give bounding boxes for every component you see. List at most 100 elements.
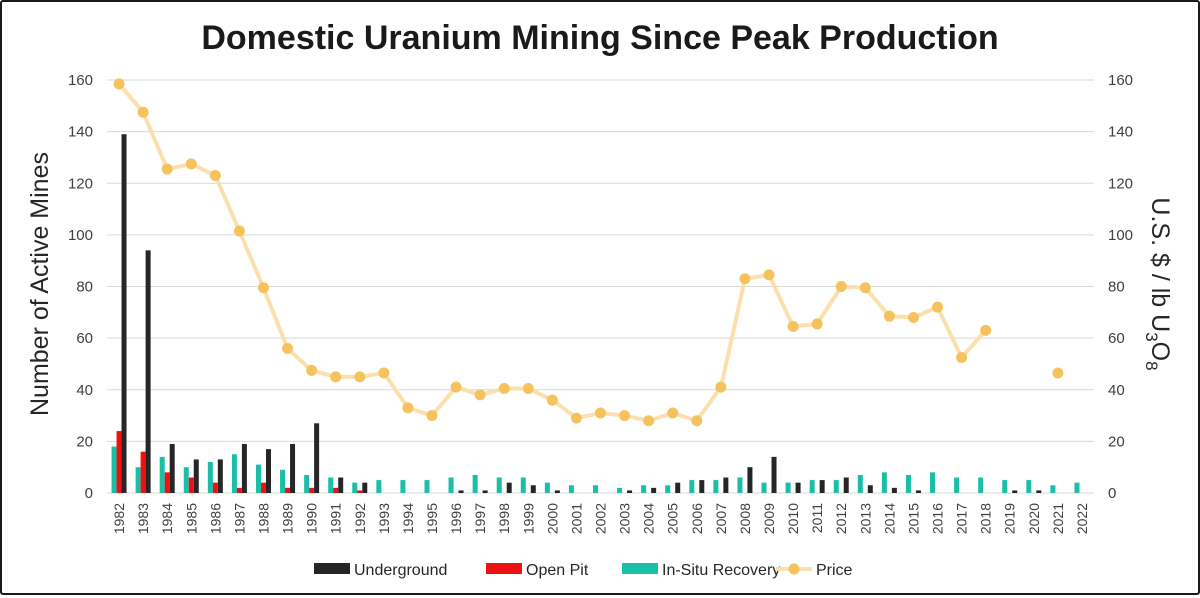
x-tick-label: 1989 [280, 503, 296, 534]
bar-open-pit-1986 [212, 482, 218, 493]
bar-underground-2019 [1012, 490, 1018, 493]
bar-underground-1999 [530, 485, 536, 493]
x-tick-label: 1983 [135, 503, 151, 534]
right-tick-label: 80 [1108, 279, 1125, 296]
x-tick-label: 2015 [905, 503, 921, 534]
x-tick-label: 1986 [207, 503, 223, 534]
right-tick-label: 20 [1108, 433, 1125, 450]
legend-label-underground: Underground [354, 562, 447, 579]
price-line [113, 78, 1064, 427]
x-tick-label: 2022 [1074, 503, 1090, 534]
bar-underground-1987 [241, 443, 247, 493]
x-tick-label: 2006 [689, 503, 705, 534]
x-tick-label: 1992 [352, 503, 368, 534]
bar-in-situ-recovery-2015 [905, 474, 911, 493]
bar-underground-2007 [723, 477, 729, 493]
x-tick-label: 1998 [496, 503, 512, 534]
right-tick-label: 40 [1108, 382, 1125, 399]
right-axis-title-o: O [1146, 342, 1174, 361]
bar-in-situ-recovery-2011 [809, 480, 815, 493]
bar-in-situ-recovery-2004 [641, 485, 647, 493]
left-tick-label: 140 [68, 124, 93, 141]
x-tick-label: 1993 [376, 503, 392, 534]
bar-underground-2009 [771, 456, 777, 493]
bar-underground-1992 [362, 482, 368, 493]
bar-in-situ-recovery-1996 [448, 477, 454, 493]
x-tick-label: 2012 [833, 503, 849, 534]
bar-underground-2006 [699, 480, 705, 493]
bar-in-situ-recovery-2021 [1050, 485, 1056, 493]
price-point-2013 [859, 282, 871, 294]
left-tick-label: 60 [76, 330, 93, 347]
bar-in-situ-recovery-2018 [978, 477, 984, 493]
price-point-1993 [378, 367, 390, 379]
legend-label-open-pit: Open Pit [526, 562, 589, 579]
price-point-1984 [161, 163, 173, 175]
x-tick-label: 2007 [713, 503, 729, 534]
price-line-segment [117, 82, 988, 423]
bar-underground-1997 [482, 490, 488, 493]
right-axis-ticks: 0 20 40 60 80 100 120 140 160 [1108, 72, 1133, 502]
x-tick-label: 2001 [568, 503, 584, 534]
price-point-2009 [763, 269, 775, 281]
right-tick-label: 120 [1108, 175, 1133, 192]
chart-title: Domestic Uranium Mining Since Peak Produ… [201, 19, 998, 57]
bar-in-situ-recovery-1984 [159, 456, 165, 493]
x-tick-label: 2002 [593, 503, 609, 534]
bar-underground-2020 [1036, 490, 1042, 493]
bar-in-situ-recovery-1993 [376, 480, 382, 493]
left-axis-title: Number of Active Mines [26, 152, 54, 416]
bar-in-situ-recovery-2013 [857, 474, 863, 493]
bar-open-pit-1987 [236, 487, 242, 493]
price-point-2004 [643, 415, 655, 427]
price-point-2012 [835, 281, 847, 292]
right-axis-title-sub-8: 8 [1142, 361, 1161, 370]
bar-in-situ-recovery-1998 [496, 477, 502, 493]
left-tick-label: 120 [68, 175, 93, 192]
bar-underground-1985 [193, 459, 199, 493]
price-point-2011 [811, 318, 823, 330]
price-point-1986 [209, 170, 221, 182]
bar-underground-1989 [290, 443, 296, 493]
bar-underground-1998 [506, 482, 512, 493]
x-tick-label: 1994 [400, 503, 416, 534]
price-point-2006 [691, 415, 703, 427]
bar-underground-2005 [675, 482, 681, 493]
x-tick-label: 1996 [448, 503, 464, 534]
bar-open-pit-1992 [357, 490, 363, 493]
bar-underground-1990 [314, 423, 320, 493]
bar-in-situ-recovery-2003 [617, 487, 623, 493]
bar-underground-2012 [843, 477, 849, 493]
bar-in-situ-recovery-1991 [328, 477, 334, 493]
left-tick-label: 0 [85, 485, 93, 502]
x-tick-label: 2014 [881, 503, 897, 534]
x-tick-label: 2018 [978, 503, 994, 534]
right-tick-label: 0 [1108, 485, 1116, 502]
bar-underground-2014 [891, 487, 897, 493]
bar-in-situ-recovery-2006 [689, 480, 695, 493]
bar-in-situ-recovery-1987 [231, 454, 237, 493]
bar-open-pit-1984 [164, 472, 170, 493]
bar-in-situ-recovery-2001 [568, 485, 574, 493]
bar-in-situ-recovery-1982 [111, 446, 117, 493]
bar-underground-1986 [217, 459, 223, 493]
bar-underground-1984 [169, 443, 175, 493]
price-point-1988 [257, 282, 269, 294]
legend-swatch-underground [314, 563, 350, 574]
bar-underground-2000 [554, 490, 560, 493]
bars [111, 134, 1080, 494]
left-tick-label: 80 [76, 279, 93, 296]
bar-open-pit-1985 [188, 477, 194, 493]
price-point-1996 [450, 381, 462, 393]
bar-underground-2004 [651, 487, 657, 493]
left-tick-label: 20 [76, 433, 93, 450]
left-tick-label: 40 [76, 382, 93, 399]
price-point-1985 [185, 158, 197, 170]
right-axis-title-sub-3: 3 [1142, 332, 1161, 341]
price-point-1997 [474, 389, 486, 401]
price-point-2021 [1052, 367, 1064, 379]
bar-underground-1988 [265, 449, 271, 493]
price-point-1998 [498, 382, 510, 394]
bar-in-situ-recovery-1988 [255, 464, 261, 493]
